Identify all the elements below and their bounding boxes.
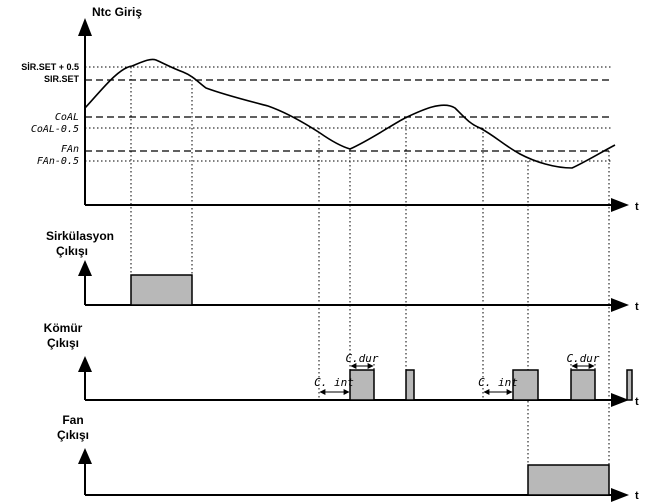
cint-2-label: C. int <box>478 376 518 389</box>
coal-05-label: CoAL-0.5 <box>31 124 79 135</box>
fan-05-label: FAn-0.5 <box>37 156 79 167</box>
ntc-x-arrow-icon <box>611 198 629 212</box>
komur-pulse-5 <box>626 369 633 401</box>
sirk-y-arrow-icon <box>78 260 92 276</box>
fan-y-arrow-icon <box>78 448 92 464</box>
sirk-title-1: Sirkülasyon <box>46 229 114 243</box>
fan-label: FAn <box>61 144 79 155</box>
ntc-t-label: t <box>635 201 639 213</box>
cdur-1-label: C.dur <box>345 352 378 365</box>
komur-title-2: Çıkışı <box>47 336 79 350</box>
sir-set-05-label: SİR.SET + 0.5 <box>21 62 79 72</box>
event-guides <box>130 67 610 465</box>
komur-x-arrow-icon <box>611 393 629 407</box>
cint-1-label: C. int <box>314 376 354 389</box>
ntc-temperature-curve <box>84 58 616 169</box>
ntc-y-arrow-icon <box>78 18 92 36</box>
sirk-t-label: t <box>635 301 639 313</box>
sirk-panel: Sirkülasyon Çıkışı t <box>46 229 639 313</box>
coal-label: CoAL <box>55 112 79 123</box>
fan-title-1: Fan <box>62 413 83 427</box>
fan-title-2: Çıkışı <box>57 428 89 442</box>
komur-pulse-1 <box>349 369 375 401</box>
sirk-pulse <box>130 274 193 306</box>
cdur-2-label: C.dur <box>566 352 599 365</box>
fan-pulse <box>527 464 610 496</box>
komur-pulse-4 <box>570 369 596 401</box>
sirk-title-2: Çıkışı <box>56 244 88 258</box>
komur-pulse-2 <box>405 369 415 401</box>
ntc-title: Ntc Giriş <box>92 5 142 19</box>
fan-panel: Fan Çıkışı t <box>57 413 639 502</box>
sirk-x-arrow-icon <box>611 298 629 312</box>
komur-title-1: Kömür <box>44 321 83 335</box>
fan-t-label: t <box>635 490 639 502</box>
komur-y-arrow-icon <box>78 356 92 372</box>
fan-x-arrow-icon <box>611 488 629 502</box>
komur-panel: Kömür Çıkışı t C.dur C.dur C. int C. int <box>44 321 639 408</box>
komur-pulse-3 <box>512 369 539 401</box>
ntc-panel: Ntc Giriş t SİR.SET + 0.5 SIR.SET CoAL C… <box>21 5 639 213</box>
komur-t-label: t <box>635 396 639 408</box>
sir-set-label: SIR.SET <box>44 74 80 84</box>
